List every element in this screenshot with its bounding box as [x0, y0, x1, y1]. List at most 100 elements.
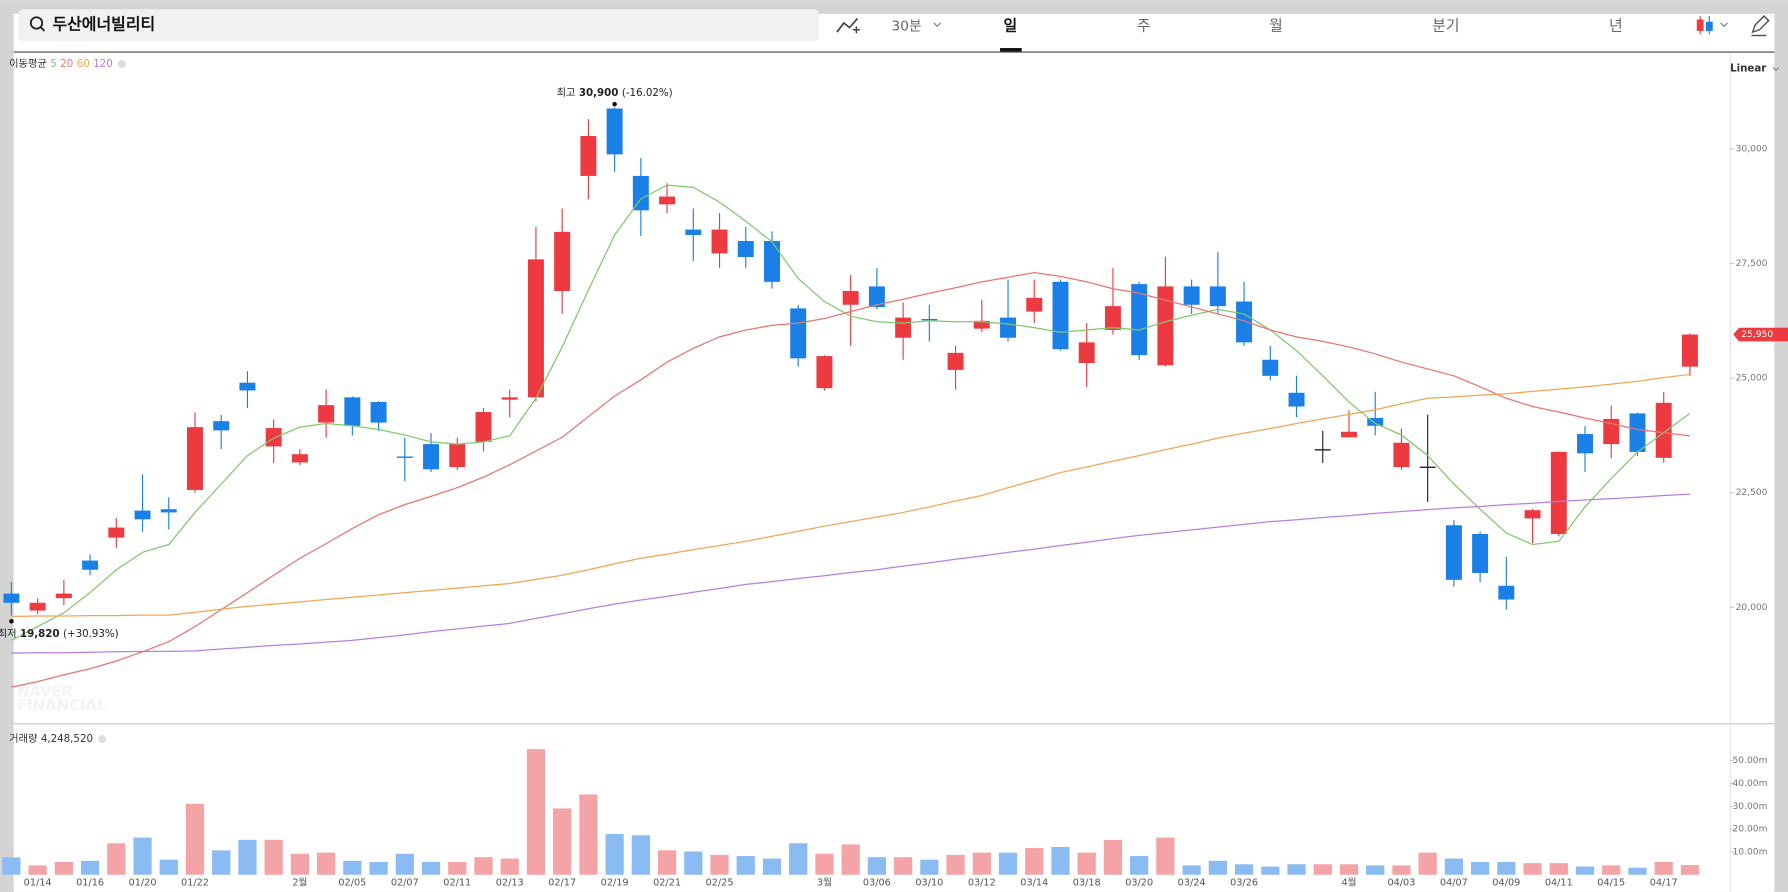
- volume-bar: [500, 858, 519, 875]
- x-tick-label: 04/03: [1387, 878, 1415, 889]
- volume-bar: [448, 861, 467, 875]
- legend: 거래량 4,248,520: [9, 733, 93, 745]
- tab[interactable]: 월: [1269, 17, 1283, 34]
- candle-body: [1681, 334, 1698, 367]
- ma-line: [11, 184, 1691, 641]
- candle-body: [1000, 317, 1017, 338]
- y-tick-label: 20.00m: [1733, 825, 1768, 835]
- x-tick-label: 01/14: [24, 878, 52, 889]
- candle-body: [737, 241, 754, 258]
- draw-icon[interactable]: [1751, 15, 1770, 37]
- volume-bar: [1130, 856, 1149, 875]
- chart-type-icon[interactable]: [1696, 16, 1728, 35]
- extreme-label: 최저19,820(+30.93%): [0, 628, 119, 640]
- candle-body: [1472, 533, 1489, 573]
- volume-bar: [920, 859, 939, 875]
- tab[interactable]: 주: [1137, 17, 1151, 34]
- candle-body: [239, 382, 256, 391]
- candle-body: [842, 290, 859, 305]
- x-tick-label: 02/05: [338, 878, 366, 889]
- volume-bar: [1654, 861, 1673, 875]
- volume-bar: [553, 808, 572, 875]
- change: (-16.02%): [622, 87, 673, 99]
- search-text[interactable]: 두산에너빌리티: [52, 15, 155, 34]
- volume-bar: [107, 843, 126, 875]
- volume-bar: [1261, 866, 1280, 875]
- x-tick-label: 03/18: [1073, 878, 1101, 889]
- volume-bar: [317, 852, 336, 875]
- volume-bar: [1156, 837, 1175, 875]
- candle-body: [187, 427, 203, 490]
- candle-body: [1026, 297, 1043, 312]
- candle-body: [1577, 434, 1594, 454]
- x-tick-label: 02/17: [548, 878, 576, 889]
- volume-bar: [789, 843, 808, 875]
- legend-item: 120: [93, 58, 113, 70]
- indicator-icon: [852, 26, 860, 34]
- volume-bar: [762, 858, 782, 875]
- ma-line: [11, 493, 1690, 654]
- x-tick-label: 02/19: [601, 878, 629, 889]
- candle-body: [370, 401, 387, 423]
- tab[interactable]: 분기: [1432, 17, 1459, 34]
- volume-bar: [1366, 865, 1385, 875]
- candle-body: [55, 593, 72, 599]
- x-tick-label: 4월: [1341, 877, 1356, 889]
- candle-body: [1262, 359, 1279, 376]
- volume-bar: [815, 853, 834, 875]
- legend-close: [98, 735, 107, 744]
- x-tick-label: 01/20: [129, 878, 157, 889]
- x-tick-label: 2월: [292, 877, 307, 889]
- tab-selected[interactable]: 일: [1003, 17, 1017, 34]
- candle-body: [1052, 281, 1069, 350]
- volume-bar: [1313, 864, 1332, 875]
- search-icon: [39, 26, 46, 32]
- x-tick-label: 04/07: [1440, 878, 1468, 889]
- y-tick-label: 10.00m: [1733, 847, 1768, 857]
- x-tick-label: 3월: [817, 877, 832, 889]
- candle-body: [344, 397, 361, 426]
- x-tick-label: 04/17: [1650, 878, 1678, 889]
- x-tick-label: 02/13: [496, 878, 524, 889]
- chevron: [933, 22, 942, 28]
- x-tick-label: 03/12: [968, 878, 996, 889]
- x-tick-label: 03/20: [1125, 878, 1153, 889]
- candle-body: [1603, 418, 1620, 445]
- candle-body: [606, 108, 623, 155]
- scale-select[interactable]: Linear: [1730, 63, 1767, 75]
- search-box[interactable]: [18, 9, 819, 42]
- candle-body: [1524, 510, 1541, 519]
- watermark: NAVER: [17, 683, 73, 700]
- x-tick-label: 02/11: [443, 878, 471, 889]
- tab[interactable]: 년: [1609, 17, 1623, 34]
- candle-body: [423, 444, 440, 470]
- watermark: FINANCIAL: [17, 697, 107, 714]
- legend-item: 5: [50, 58, 57, 70]
- volume-bar: [710, 854, 729, 875]
- price-tag-label: 25,950: [1741, 330, 1773, 340]
- candle-body: [1341, 431, 1357, 438]
- volume-bar: [605, 833, 624, 875]
- volume-bar: [421, 861, 441, 875]
- volume-bar: [185, 803, 205, 875]
- volume-bar: [841, 844, 860, 875]
- volume-bar: [1549, 863, 1568, 875]
- volume-bar: [526, 749, 546, 875]
- volume-bar: [1575, 866, 1595, 875]
- label: 최저: [0, 628, 17, 640]
- y-tick-label: 30,000: [1736, 144, 1768, 154]
- candle-body: [1131, 284, 1148, 356]
- candle-body: [868, 286, 885, 308]
- volume-bar: [736, 856, 755, 875]
- interval-select[interactable]: 30분: [892, 18, 922, 34]
- candle-body: [947, 352, 964, 370]
- volume-bar: [1628, 867, 1647, 875]
- volume-bar: [1339, 864, 1359, 875]
- value: 19,820: [20, 628, 60, 640]
- x-tick-label: 04/11: [1545, 878, 1573, 889]
- candle-body: [1550, 451, 1567, 534]
- volume-bar: [1025, 848, 1044, 875]
- indicator-icon[interactable]: [836, 17, 859, 33]
- volume-bar: [1523, 863, 1542, 875]
